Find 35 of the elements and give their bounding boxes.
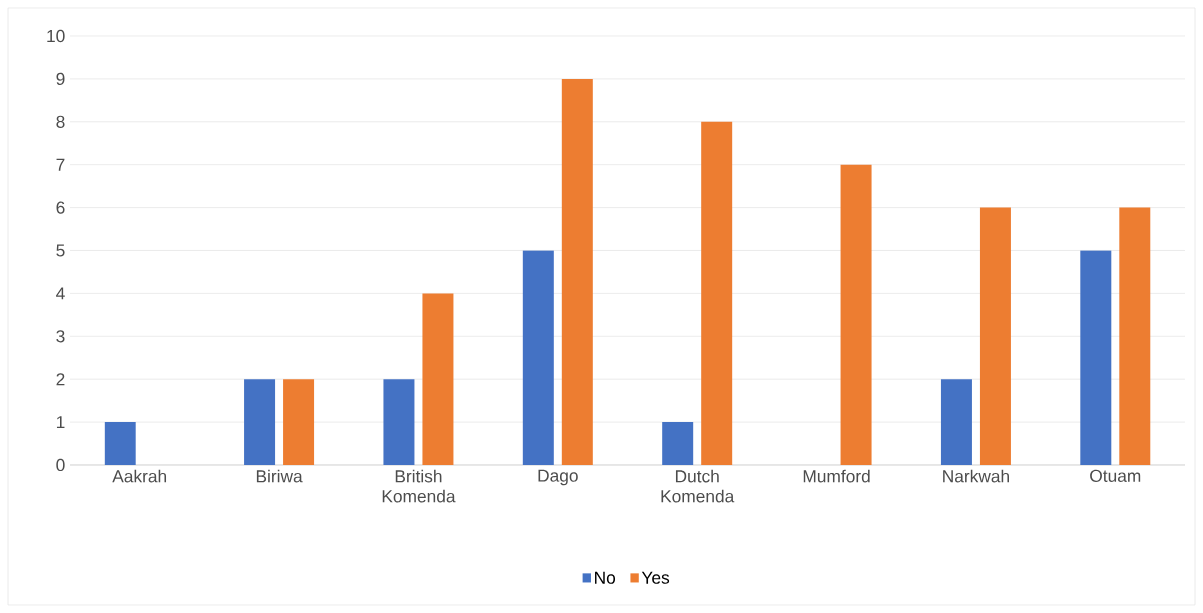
bar <box>1119 207 1151 465</box>
bar <box>283 379 315 465</box>
x-tick-label: Mumford <box>803 469 870 483</box>
bar <box>1080 250 1112 465</box>
bar <box>979 207 1011 465</box>
bar <box>422 293 454 465</box>
legend-label: Yes <box>641 571 670 584</box>
bar <box>940 379 972 465</box>
y-tick-label: 7 <box>56 158 65 171</box>
y-tick-label: 8 <box>56 115 65 128</box>
bar <box>244 379 276 465</box>
bar <box>561 78 593 465</box>
y-tick-label: 0 <box>56 458 65 472</box>
bar <box>104 422 136 465</box>
y-tick-label: 10 <box>47 29 65 43</box>
y-tick-label: 2 <box>56 373 65 386</box>
bar <box>522 250 554 465</box>
x-tick-label: Biriwa <box>256 469 303 483</box>
x-tick-label: Otuam <box>1090 469 1141 482</box>
bar <box>383 379 415 465</box>
y-tick-label: 4 <box>56 287 65 300</box>
bar <box>701 121 733 465</box>
y-tick-label: 5 <box>56 244 65 257</box>
y-tick-label: 6 <box>56 201 65 214</box>
x-tick-label: British Komenda <box>382 469 456 503</box>
bar <box>662 422 694 465</box>
x-tick-label: Narkwah <box>943 469 1009 483</box>
x-tick-label: Dutch Komenda <box>661 469 735 503</box>
legend-label: No <box>595 571 616 584</box>
y-tick-label: 9 <box>56 72 65 86</box>
x-tick-label: Aakrah <box>112 469 167 483</box>
y-tick-label: 3 <box>56 330 65 343</box>
x-tick-label: Dago <box>538 469 578 486</box>
bar <box>840 164 872 465</box>
y-tick-label: 1 <box>56 416 65 429</box>
